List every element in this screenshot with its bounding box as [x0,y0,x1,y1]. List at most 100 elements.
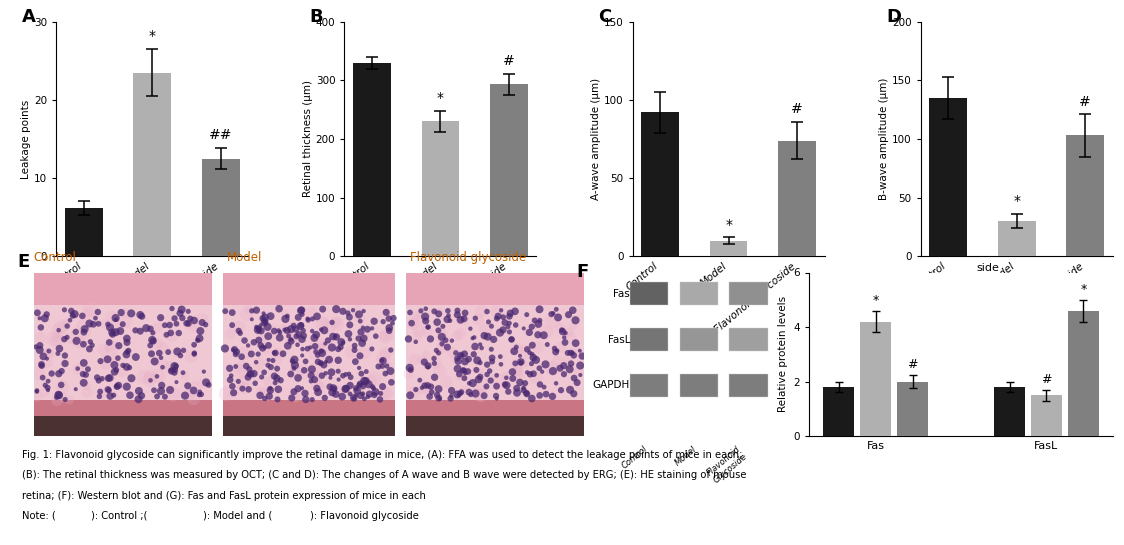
Point [566,339,584,348]
Point [255,368,273,377]
Point [511,352,529,360]
Point [341,313,359,322]
Point [180,391,198,399]
Point [235,384,253,392]
Bar [65,208,102,256]
Point [429,393,447,402]
Point [324,388,342,397]
Point [274,349,292,358]
Point [323,343,341,352]
Point [53,323,71,331]
Point [531,305,549,314]
Point [316,318,334,326]
Bar [930,98,967,256]
Point [135,372,153,381]
Point [102,341,120,350]
Point [176,390,194,399]
Point [320,383,338,391]
Point [242,370,260,378]
Point [262,312,280,320]
Point [459,367,477,376]
Text: Control: Control [34,251,76,264]
Point [327,305,345,313]
Point [220,364,238,373]
Point [185,341,203,349]
Point [73,312,91,320]
Point [488,307,506,316]
Point [552,386,570,395]
Point [354,382,372,390]
Point [234,384,252,393]
Point [314,349,332,358]
Point [191,326,209,335]
Point [297,395,315,404]
Point [441,316,459,325]
Point [425,359,443,368]
Point [321,373,339,382]
Point [502,335,520,344]
Point [302,371,320,380]
Bar [709,240,747,256]
Point [436,336,454,344]
Point [418,327,436,336]
Point [48,336,66,345]
Point [326,332,344,341]
Point [329,386,347,395]
Point [67,336,85,345]
Point [132,311,149,319]
Point [250,350,268,359]
Point [309,358,327,366]
Point [107,314,125,323]
Point [478,307,496,316]
Bar [34,272,211,305]
Point [535,331,553,340]
Point [191,387,209,396]
Point [142,376,160,385]
Point [355,329,373,337]
Point [174,346,192,355]
Point [270,326,288,335]
Text: Note: (: Note: ( [22,511,56,521]
Point [374,356,392,365]
Point [509,366,527,374]
Point [142,324,160,333]
Point [149,323,167,332]
Point [118,338,136,347]
Point [75,329,93,337]
Bar [1068,311,1099,436]
Point [51,391,69,399]
Point [366,332,384,341]
Point [355,334,373,343]
Point [363,344,381,353]
Point [355,307,373,316]
Point [106,322,124,331]
Point [268,354,285,362]
Point [265,372,283,380]
Point [419,323,437,332]
Point [427,346,445,355]
Point [475,331,493,340]
Text: B: B [310,8,324,26]
Point [483,357,501,366]
Point [284,322,302,330]
Point [84,320,102,329]
Bar [422,122,460,256]
Point [172,351,190,360]
Point [442,394,460,403]
Point [107,316,125,324]
Point [143,349,161,358]
Point [418,383,436,391]
Point [401,308,419,317]
Point [270,304,288,313]
Point [350,364,368,372]
Point [500,319,518,328]
Point [374,317,392,326]
Point [58,322,76,330]
Point [411,313,429,322]
Point [549,346,566,355]
Point [75,325,93,334]
Point [492,360,510,368]
Point [487,391,505,400]
Point [58,333,76,342]
Point [311,359,329,367]
